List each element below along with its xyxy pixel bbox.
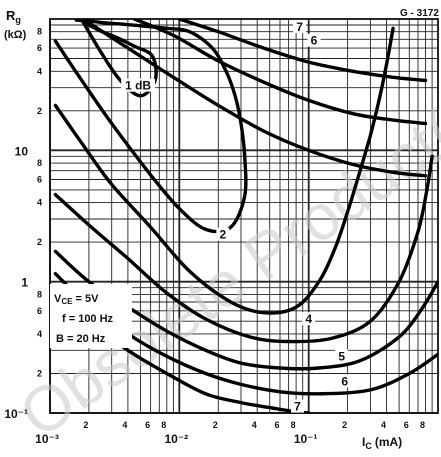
- x-tick-label-minor: 6: [404, 420, 409, 430]
- watermark: Obsolete Product(s): [7, 66, 441, 451]
- series-label-bg-6: [291, 399, 305, 413]
- y-tick-label-minor: 2: [37, 237, 42, 247]
- x-tick-label-major: 10⁻²: [164, 432, 188, 446]
- x-tick-label-major: 10⁻¹: [294, 432, 318, 446]
- series-label-8: 6: [311, 34, 318, 48]
- x-tick-label-major: 10⁻³: [35, 432, 59, 446]
- plot-frame: [49, 18, 439, 414]
- x-tick-label-minor: 2: [342, 420, 347, 430]
- y-axis-title: Rg (kΩ): [4, 8, 27, 41]
- series-line-8: [132, 19, 428, 126]
- x-tick-label-minor: 2: [83, 420, 88, 430]
- series-line-3: [53, 154, 434, 344]
- y-tick-label-major: 1: [21, 276, 28, 290]
- y-tick-label-major: 10: [15, 144, 29, 158]
- conditions-box: VCE = 5V f = 100 Hz B = 20 Hz: [50, 284, 132, 348]
- x-tick-label-minor: 6: [274, 420, 279, 430]
- y-tick-label-minor: 4: [37, 66, 42, 76]
- x-tick-label-minor: 2: [213, 420, 218, 430]
- x-tick-label-minor: 8: [291, 420, 296, 430]
- y-tick-label-minor: 6: [37, 43, 42, 53]
- y-tick-label-minor: 6: [37, 306, 42, 316]
- condition-vce-symbol: V: [54, 293, 62, 305]
- series-line-1: [53, 19, 248, 234]
- series-label-bg-4: [335, 349, 349, 363]
- y-tick-label-minor: 2: [37, 106, 42, 116]
- series-label-bg-1: [216, 227, 230, 241]
- condition-frequency: f = 100 Hz: [62, 313, 114, 325]
- series-label-4: 5: [338, 350, 345, 364]
- series-label-bg-5: [338, 374, 352, 388]
- x-tick-label-minor: 8: [420, 420, 425, 430]
- series-label-3: 4: [305, 312, 312, 326]
- series-label-9: 7: [296, 20, 303, 34]
- x-tick-label-minor: 4: [122, 420, 127, 430]
- x-tick-label-minor: 4: [381, 420, 386, 430]
- series-label-5: 6: [341, 374, 348, 388]
- condition-vce-value: = 5V: [72, 293, 99, 305]
- conditions-background: [50, 284, 132, 348]
- series-label-bg-0: [121, 78, 156, 92]
- y-tick-label-minor: 8: [37, 158, 42, 168]
- x-axis-title: IC (mA): [362, 435, 402, 451]
- x-axis-label-sub: C: [365, 441, 372, 451]
- svg-text:IC(mA): IC (mA): [362, 435, 402, 451]
- x-axis-label: I: [362, 435, 365, 449]
- y-tick-label-minor: 6: [37, 174, 42, 184]
- y-tick-label-minor: 4: [37, 198, 42, 208]
- y-tick-label-minor: 4: [37, 329, 42, 339]
- y-axis-label-sub: g: [15, 15, 21, 25]
- condition-bandwidth: B = 20 Hz: [56, 333, 106, 345]
- figure-code: G - 3172: [400, 8, 439, 19]
- condition-vce-sub: CE: [61, 297, 73, 306]
- y-axis-label: R: [6, 8, 16, 23]
- y-tick-label-minor: 8: [37, 289, 42, 299]
- tick-labels: 10⁻³ 10⁻² 10⁻¹ 2 4 6 8 2 4 6 8 2 4 6 8 10⁻¹ 1 10 2 4 6 8 2 4 6 8 2…: [4, 27, 425, 446]
- series-label-bg-8: [307, 33, 321, 47]
- y-tick-label-minor: 2: [37, 368, 42, 378]
- x-tick-label-minor: 4: [252, 420, 257, 430]
- y-axis-unit: (kΩ): [4, 29, 27, 41]
- series-label-6: 7: [294, 400, 301, 414]
- series-label-1: 2: [220, 228, 227, 242]
- x-tick-label-minor: 8: [161, 420, 166, 430]
- y-tick-label-major: 10⁻¹: [4, 407, 28, 421]
- series-line-7: [81, 19, 428, 178]
- svg-text:Rg: Rg: [6, 8, 21, 25]
- series-label-bg-3: [302, 312, 316, 326]
- x-axis-unit: (mA): [375, 435, 402, 449]
- series-label-0: 1 dB: [125, 79, 151, 93]
- x-tick-label-minor: 6: [145, 420, 150, 430]
- series-line-9: [177, 19, 428, 83]
- watermark-text: Obsolete Product(s): [7, 66, 441, 451]
- svg-text:VCE = 5V: VCE = 5V: [54, 293, 99, 306]
- series-label-bg-9: [293, 19, 307, 33]
- y-tick-label-minor: 8: [37, 27, 42, 37]
